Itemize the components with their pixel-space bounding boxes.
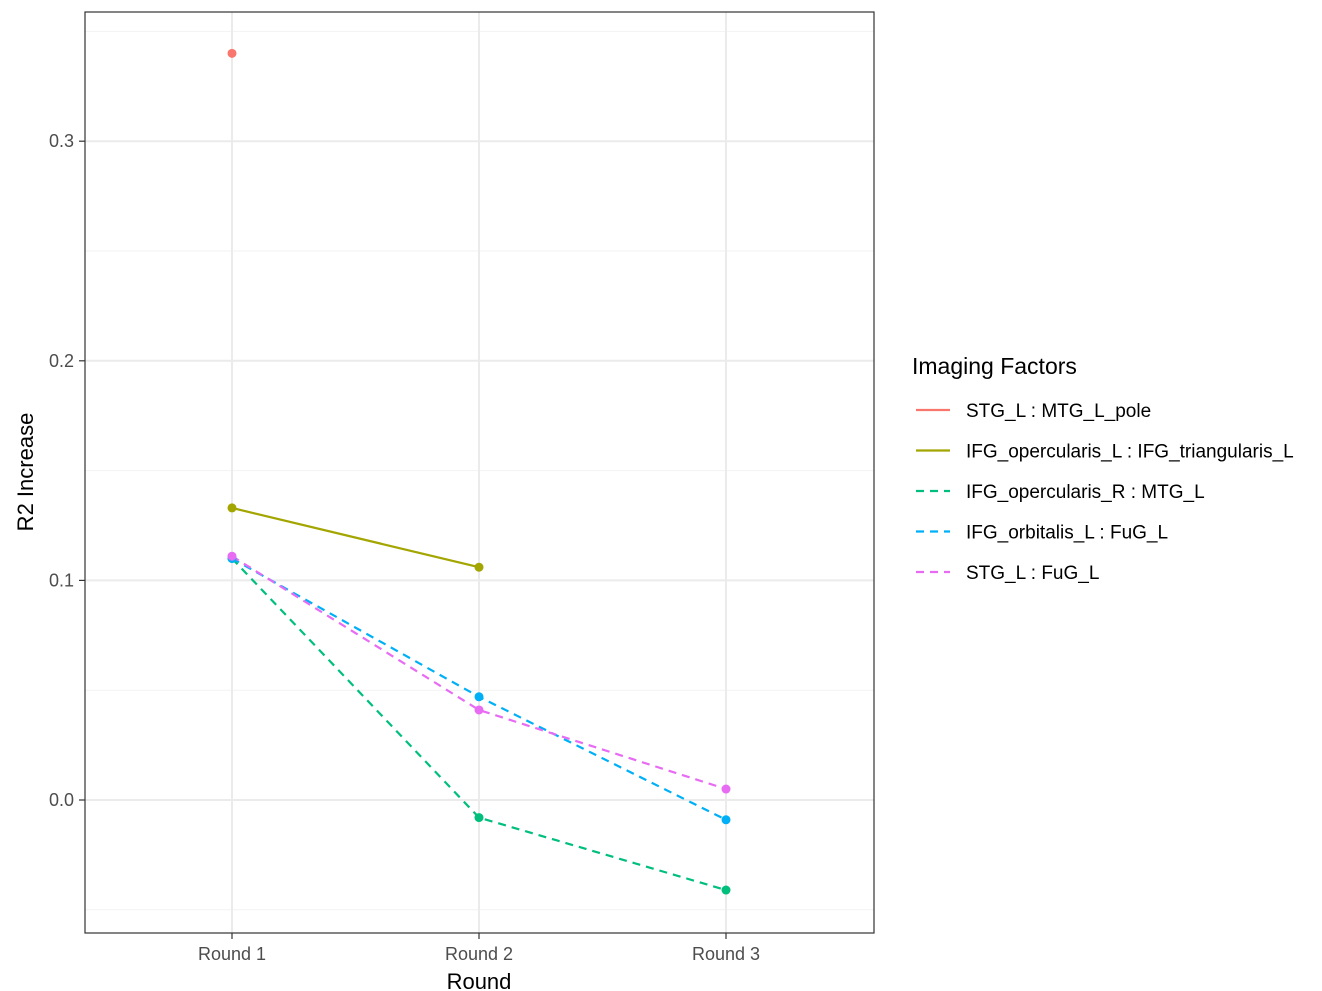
data-point [474, 705, 484, 715]
series-line [231, 506, 480, 569]
data-point [227, 503, 237, 513]
legend-label: IFG_opercularis_R : MTG_L [966, 482, 1205, 503]
legend-label: STG_L : FuG_L [966, 563, 1099, 584]
legend-title: Imaging Factors [912, 353, 1077, 379]
data-point [721, 784, 731, 794]
y-tick-label: 0.0 [49, 790, 74, 810]
x-tick-label: Round 2 [445, 944, 513, 964]
grid [85, 12, 874, 933]
legend-label: STG_L : MTG_L_pole [966, 401, 1151, 422]
series-points [227, 48, 731, 895]
data-point [721, 885, 731, 895]
series-line [231, 555, 727, 791]
x-axis-title: Round [447, 969, 512, 991]
data-point [474, 813, 484, 823]
x-axis: Round 1 Round 2 Round 3 [198, 933, 760, 964]
data-point [721, 815, 731, 825]
y-axis: 0.0 0.1 0.2 0.3 [49, 131, 85, 810]
legend: Imaging Factors STG_L : MTG_L_pole IFG_op… [912, 353, 1294, 584]
y-axis-title: R2 Increase [13, 413, 38, 532]
x-tick-label: Round 1 [198, 944, 266, 964]
x-tick-label: Round 3 [692, 944, 760, 964]
y-tick-label: 0.1 [49, 570, 74, 590]
legend-label: IFG_opercularis_L : IFG_triangularis_L [966, 442, 1294, 463]
data-point [474, 562, 484, 572]
y-tick-label: 0.2 [49, 351, 74, 371]
legend-label: IFG_orbitalis_L : FuG_L [966, 523, 1168, 544]
data-point [474, 692, 484, 702]
y-tick-label: 0.3 [49, 131, 74, 151]
data-point [227, 48, 237, 58]
data-point [227, 551, 237, 561]
